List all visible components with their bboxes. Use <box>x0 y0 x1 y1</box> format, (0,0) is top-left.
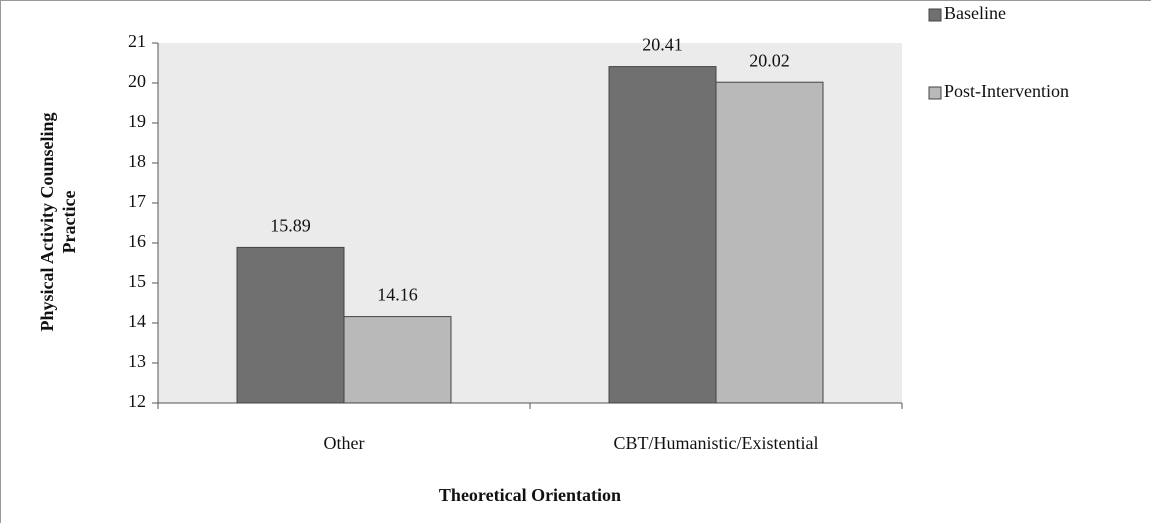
y-tick-label: 20 <box>128 71 146 91</box>
y-tick-label: 21 <box>128 31 146 51</box>
legend-label: Baseline <box>944 3 1006 23</box>
y-tick-label: 14 <box>128 311 146 331</box>
bar <box>343 316 452 404</box>
y-tick-label: 13 <box>128 351 146 371</box>
data-label: 15.89 <box>270 216 311 236</box>
bar <box>236 246 345 404</box>
y-tick-label: 15 <box>128 271 146 291</box>
data-label: 20.41 <box>642 35 683 55</box>
y-tick-label: 19 <box>128 111 146 131</box>
y-tick-label: 18 <box>128 151 146 171</box>
legend-label: Post-Intervention <box>944 81 1069 101</box>
legend-swatch <box>928 8 942 22</box>
y-tick-label: 16 <box>128 231 146 251</box>
x-tick-label: CBT/Humanistic/Existential <box>614 433 819 453</box>
bar <box>608 66 717 404</box>
y-tick-label: 17 <box>128 191 146 211</box>
bar <box>715 81 824 404</box>
data-label: 14.16 <box>377 285 418 305</box>
y-tick-label: 12 <box>128 391 146 411</box>
x-axis-title: Theoretical Orientation <box>439 485 621 505</box>
legend-swatch <box>928 86 942 100</box>
y-axis-title: Physical Activity Counseling Practice <box>37 112 79 332</box>
data-label: 20.02 <box>749 50 790 70</box>
x-tick-label: Other <box>324 433 365 453</box>
